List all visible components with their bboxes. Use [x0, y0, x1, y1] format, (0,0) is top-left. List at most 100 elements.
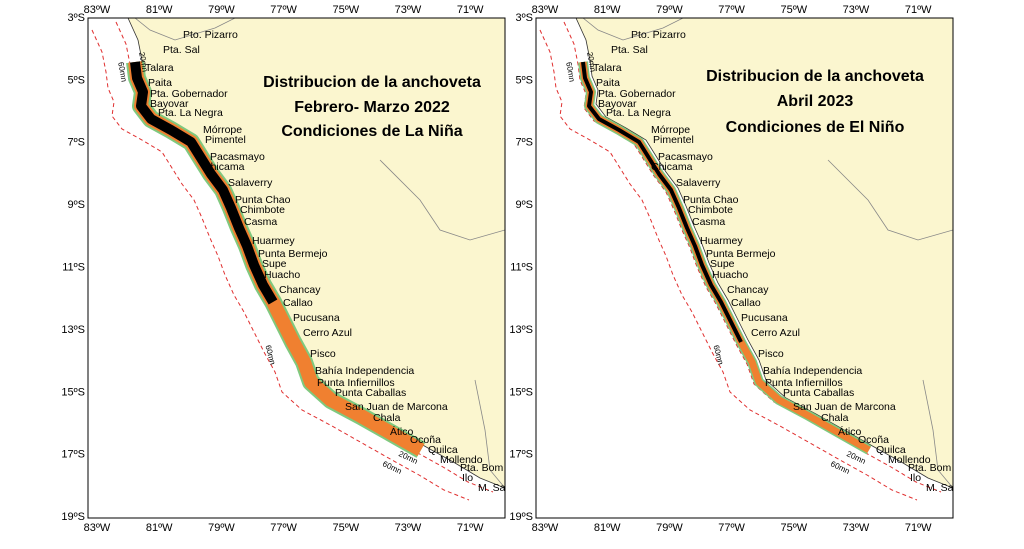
lon-tick-label: 77ºW [718, 4, 745, 16]
place-label: Ático [390, 425, 414, 438]
map-body [88, 18, 505, 518]
place-label: Quilca [876, 444, 906, 456]
place-label: Supe [710, 258, 735, 270]
place-label: Pta. Bom [908, 462, 951, 474]
lon-tick-label: 71ºW [457, 4, 484, 16]
place-label: Bayovar [150, 98, 189, 110]
lat-tick-label: 13ºS [509, 324, 533, 336]
place-label: Chala [821, 412, 849, 424]
place-label: Casma [244, 216, 277, 228]
lat-tick-label: 9ºS [68, 199, 85, 211]
lon-tick-label: 83ºW [532, 4, 559, 16]
place-label: Chala [373, 412, 401, 424]
place-label: Salaverry [228, 177, 273, 189]
place-label: Bahía Independencia [763, 365, 862, 377]
place-label: Ocoña [858, 434, 889, 446]
lon-tick-label: 83ºW [84, 4, 111, 16]
lon-tick-label: 73ºW [843, 4, 870, 16]
place-label: Pta. Gobernador [150, 88, 228, 100]
place-label: Punta Caballas [783, 387, 854, 399]
place-label: Huarmey [252, 235, 295, 247]
lat-tick-label: 3ºS [68, 12, 85, 24]
lat-tick-label: 17ºS [509, 449, 533, 461]
border [379, 159, 505, 241]
lon-tick-label: 83ºW [84, 522, 111, 534]
lon-tick-label: 79ºW [656, 4, 683, 16]
place-label: Pimentel [653, 134, 694, 146]
place-label: Mollendo [888, 454, 931, 466]
place-label: Casma [692, 216, 725, 228]
lat-tick-label: 17ºS [61, 449, 85, 461]
place-label: Pimentel [205, 134, 246, 146]
lon-tick-label: 77ºW [718, 522, 745, 534]
place-label: Pta. La Negra [158, 107, 223, 119]
place-label: Paita [596, 77, 620, 89]
place-label: Supe [262, 258, 287, 270]
border [474, 379, 505, 489]
place-label: Chimbote [240, 204, 285, 216]
lon-tick-label: 75ºW [332, 4, 359, 16]
lat-tick-label: 11ºS [62, 262, 85, 274]
place-label: Pucusana [741, 312, 788, 324]
lon-tick-label: 83ºW [532, 522, 559, 534]
place-label: Chicama [651, 161, 693, 173]
anchovy-core [581, 61, 743, 343]
contour-label: 60mn [116, 61, 128, 82]
place-label: Ático [838, 425, 862, 438]
contour-60mn [539, 29, 918, 501]
lat-tick-label: 13ºS [61, 324, 85, 336]
border [134, 18, 236, 41]
lat-tick-label: 15ºS [61, 386, 85, 398]
panel-title: Abril 2023 [777, 93, 854, 110]
place-label: Pisco [758, 348, 784, 360]
place-label: Chimbote [688, 204, 733, 216]
lon-tick-label: 73ºW [395, 4, 422, 16]
place-label: Huacho [712, 269, 748, 281]
place-label: Bahía Independencia [315, 365, 414, 377]
contour-label: 20mn [585, 51, 597, 72]
lon-tick-label: 79ºW [656, 522, 683, 534]
lon-tick-label: 73ºW [395, 522, 422, 534]
lon-tick-label: 79ºW [208, 4, 235, 16]
place-label: Pacasmayo [658, 151, 713, 163]
lon-tick-label: 71ºW [457, 522, 484, 534]
place-label: Cerro Azul [303, 327, 352, 339]
frame [87, 17, 506, 519]
place-label: Ilo [462, 472, 473, 484]
place-label: Chicama [203, 161, 245, 173]
place-label: Pacasmayo [210, 151, 265, 163]
place-label: Pucusana [293, 312, 340, 324]
place-label: Pta. La Negra [606, 107, 671, 119]
place-label: San Juan de Marcona [345, 401, 448, 413]
place-label: Mórrope [203, 124, 242, 136]
panel-title: Febrero- Marzo 2022 [294, 99, 450, 116]
place-label: Cerro Azul [751, 327, 800, 339]
map-body [536, 18, 953, 518]
lon-tick-label: 77ºW [270, 522, 297, 534]
contour-label: 60mn [564, 61, 576, 82]
lat-tick-label: 15ºS [509, 386, 533, 398]
lon-tick-label: 71ºW [905, 4, 932, 16]
lon-tick-label: 81ºW [146, 4, 173, 16]
place-label: Bayovar [598, 98, 637, 110]
place-label: Talara [593, 62, 622, 74]
place-label: Ocoña [410, 434, 441, 446]
lon-tick-label: 81ºW [594, 522, 621, 534]
place-label: Punta Bermejo [258, 248, 328, 260]
lon-tick-label: 79ºW [208, 522, 235, 534]
lat-tick-label: 3ºS [516, 12, 533, 24]
lon-tick-label: 73ºW [843, 522, 870, 534]
place-label: Quilca [428, 444, 458, 456]
place-label: Punta Chao [235, 194, 291, 206]
place-label: Pta. Gobernador [598, 88, 676, 100]
place-label: Pta. Bom [460, 462, 503, 474]
place-label: Punta Infiernillos [317, 377, 395, 389]
place-label: M. Sa [926, 482, 954, 494]
place-label: San Juan de Marcona [793, 401, 896, 413]
lon-tick-label: 71ºW [905, 522, 932, 534]
frame [535, 17, 954, 519]
place-label: M. Sa [478, 482, 506, 494]
place-label: Mollendo [440, 454, 483, 466]
place-label: Punta Bermejo [706, 248, 776, 260]
